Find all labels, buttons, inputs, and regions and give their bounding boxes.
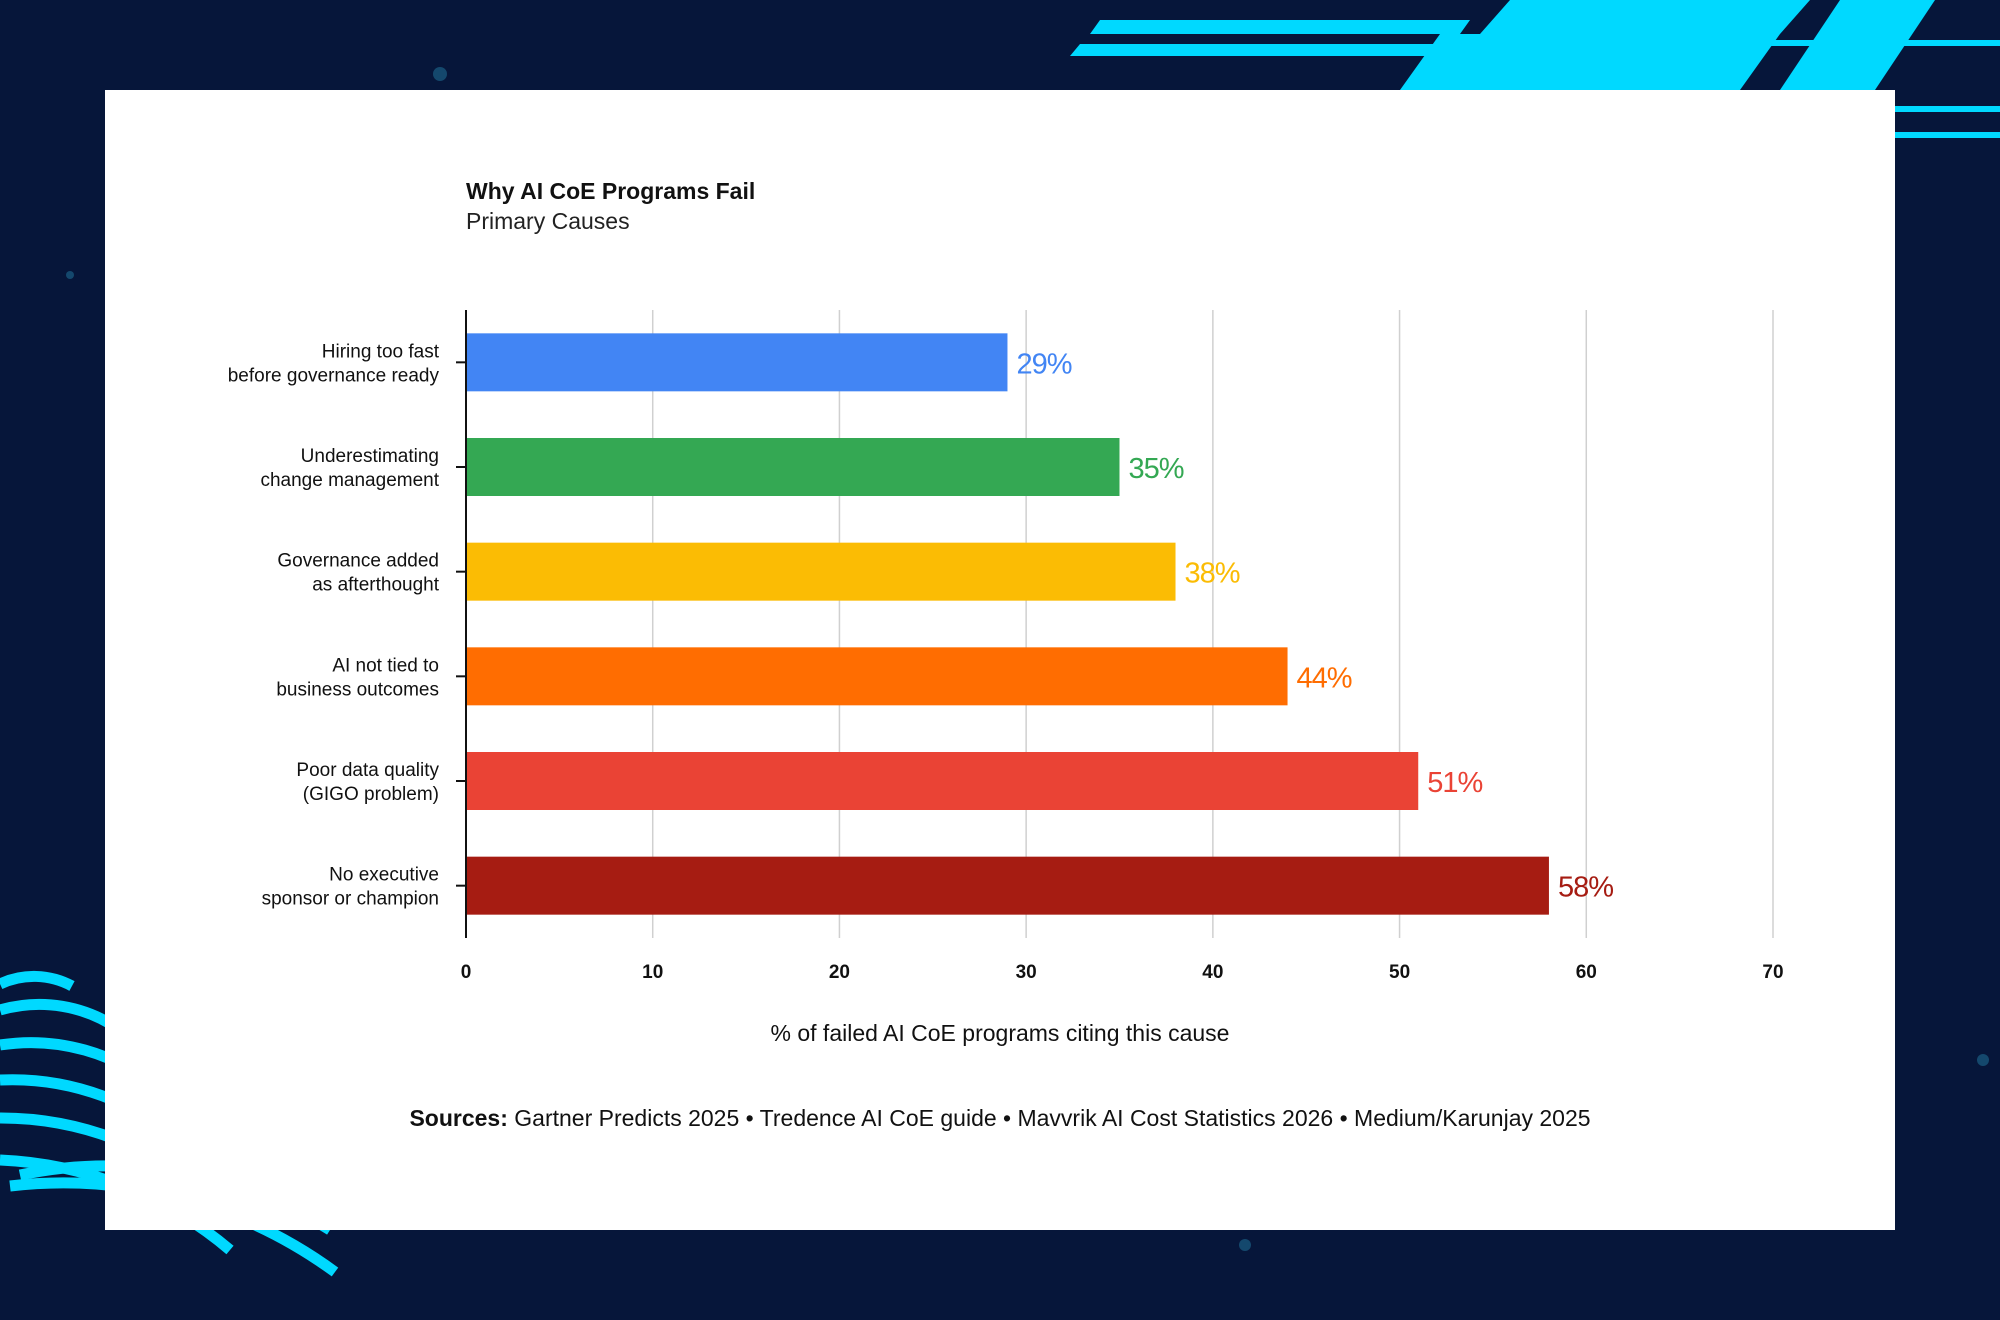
chart-card: 29% 35% 38% 44% 51% 58% Hiring too fast before… [105,90,1895,1230]
data-label: 51% [1427,767,1482,799]
y-tick-label: Underestimating [301,446,439,467]
x-tick-label: 50 [1389,962,1410,983]
x-tick-label: 30 [1016,962,1037,983]
bar [466,438,1120,496]
bar [466,647,1288,706]
x-tick-label: 70 [1762,962,1783,983]
chart-subtitle: Primary Causes [466,208,630,234]
sources-text: Gartner Predicts 2025 • Tredence AI CoE … [514,1105,1591,1131]
circuit-lines-decoration [1070,0,2000,138]
y-tick-label: Hiring too fast [322,341,440,362]
bar [466,856,1549,915]
y-tick-label: (GIGO problem) [303,784,439,805]
x-tick-label: 40 [1202,962,1223,983]
x-tick-label: 20 [829,962,850,983]
sources-label: Sources: [409,1105,508,1131]
y-tick-label: business outcomes [276,679,439,700]
bar [466,542,1176,601]
x-tick-label: 0 [461,962,472,983]
chart-title: Why AI CoE Programs Fail [466,178,756,204]
data-label: 29% [1016,348,1071,380]
bar-chart: 29% 35% 38% 44% 51% 58% Hiring too fast before… [228,310,1784,983]
data-label: 44% [1297,662,1352,694]
x-tick-label: 10 [642,962,663,983]
x-axis-label: % of failed AI CoE programs citing this … [770,1020,1230,1046]
bar [466,333,1008,392]
data-labels: 29% 35% 38% 44% 51% 58% [1016,348,1614,904]
y-tick-label: AI not tied to [332,655,439,676]
y-tick-label: Poor data quality [296,760,439,781]
bars [466,333,1549,915]
x-axis-tick-labels: 0 10 20 30 40 50 60 70 [461,962,1784,983]
bar [466,752,1419,810]
data-label: 38% [1185,558,1240,590]
data-label: 58% [1558,872,1613,904]
axes [456,310,467,938]
y-tick-label: Governance added [277,551,439,572]
y-tick-label: No executive [329,865,439,886]
network-dots-decoration [66,67,1989,1251]
sources-note: Sources: Gartner Predicts 2025 • Tredenc… [105,1105,1895,1132]
y-tick-label: as afterthought [312,575,439,596]
x-tick-label: 60 [1576,962,1597,983]
y-tick-label: change management [260,470,439,491]
y-tick-label: before governance ready [228,365,440,386]
y-axis-tick-labels: Hiring too fast before governance ready Un… [228,341,440,909]
data-label: 35% [1129,453,1184,485]
y-tick-label: sponsor or champion [262,889,439,910]
gridlines [651,310,1774,938]
